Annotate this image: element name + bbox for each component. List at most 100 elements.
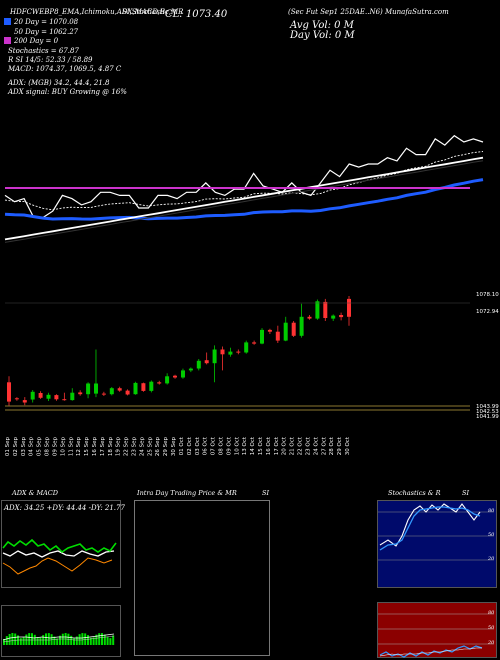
candle-body xyxy=(117,388,122,391)
header-title: HDFCWEBP8_EMA,Ichimoku,ADX,MACD,B xyxy=(10,8,166,16)
x-tick-label: 07 Oct xyxy=(211,436,217,455)
candle-body xyxy=(252,342,257,344)
candle-body xyxy=(94,383,98,394)
x-tick-label: 03 Oct xyxy=(195,436,201,455)
x-tick-label: 22 Oct xyxy=(298,436,304,455)
candle-body xyxy=(125,390,130,395)
candle-body xyxy=(267,329,272,332)
adx-signal: ADX signal: BUY Growing @ 16% xyxy=(8,88,127,96)
candle-body xyxy=(22,400,27,403)
candle-body xyxy=(275,331,280,341)
candle-body xyxy=(46,394,51,399)
ema50-line xyxy=(4,156,484,241)
x-tick-label: 15 Oct xyxy=(258,436,264,455)
ema10-line xyxy=(4,151,484,211)
candle-body xyxy=(220,349,225,355)
x-tick-label: 28 Oct xyxy=(329,436,335,455)
candle-body xyxy=(109,388,114,395)
x-tick-label: 30 Oct xyxy=(345,436,351,455)
x-tick-label: 16 Sep xyxy=(92,437,98,457)
candle-body xyxy=(307,316,312,319)
rsi-tick-80: 80 xyxy=(488,610,495,616)
x-tick-label: 01 Oct xyxy=(179,436,185,455)
price-line xyxy=(4,134,484,218)
candle-body xyxy=(38,393,43,398)
price-level-label: 1072.94 xyxy=(476,309,499,315)
x-tick-label: 01 Sep xyxy=(5,437,11,457)
x-tick-label: 16 Oct xyxy=(266,436,272,455)
candle-body xyxy=(78,392,83,395)
x-tick-label: 10 Sep xyxy=(60,436,66,456)
candle-body xyxy=(204,360,209,364)
header-source: (Sec Fut Sep1 25DAE..N6) MunafaSutra.com xyxy=(288,8,449,16)
x-tick-label: 22 Sep xyxy=(124,436,130,456)
x-tick-label: 29 Sep xyxy=(163,436,169,456)
x-tick-label: 09 Sep xyxy=(52,436,58,456)
x-tick-label: 20 Oct xyxy=(282,436,288,455)
adx-readout: ADX: (MGB) 34.2, 44.4, 21.8 xyxy=(8,79,110,87)
x-tick-label: 24 Oct xyxy=(313,436,319,455)
x-tick-label: 12 Sep xyxy=(76,437,82,457)
x-tick-label: 08 Sep xyxy=(45,436,51,456)
x-tick-label: 15 Sep xyxy=(84,437,90,457)
rsi-tick-50: 50 xyxy=(488,625,495,631)
x-tick-label: 17 Sep xyxy=(100,437,106,457)
x-tick-label: 08 Oct xyxy=(219,436,225,455)
x-tick-label: 23 Sep xyxy=(132,436,138,456)
candle-body xyxy=(54,395,59,400)
candle-body xyxy=(181,370,185,378)
macd-panel xyxy=(1,605,121,657)
candle-body xyxy=(331,315,336,319)
price-level-label: 1041.99 xyxy=(476,414,499,420)
candle-body xyxy=(101,393,106,395)
x-tick-label: 09 Oct xyxy=(226,436,232,455)
candle-body xyxy=(283,322,288,341)
candle-body xyxy=(165,376,170,384)
stochastics-readout: Stochastics = 67.87 xyxy=(8,47,79,55)
candle-body xyxy=(212,349,217,364)
candle-body xyxy=(315,301,320,319)
legend-sma200-swatch xyxy=(4,37,11,44)
candle-body xyxy=(236,351,241,353)
candle-body xyxy=(70,392,75,401)
intraday-panel xyxy=(134,500,270,656)
x-tick-label: 06 Oct xyxy=(203,436,209,455)
candle-body xyxy=(188,368,193,371)
x-tick-label: 18 Sep xyxy=(108,437,114,457)
x-tick-label: 10 Oct xyxy=(234,436,240,455)
close-label: CL: 1073.40 xyxy=(165,9,228,20)
macd-readout: MACD: 1074.37, 1069.5, 4.87 C xyxy=(8,65,122,73)
legend-ema50: 50 Day = 1062.27 xyxy=(14,28,79,36)
x-tick-label: 17 Oct xyxy=(274,436,280,455)
legend-sma200: 200 Day = 0 xyxy=(14,37,59,45)
candle-body xyxy=(244,342,249,353)
x-tick-label: 14 Oct xyxy=(250,436,256,455)
x-tick-label: 23 Oct xyxy=(306,436,312,455)
x-tick-label: 30 Sep xyxy=(171,436,177,456)
price-level-label: 1043.99 xyxy=(476,404,499,410)
x-tick-label: 29 Oct xyxy=(337,436,343,455)
day-volume: Day Vol: 0 M xyxy=(290,30,355,41)
stoch-tick-20: 20 xyxy=(488,556,495,562)
candle-body xyxy=(14,398,19,400)
adx-panel: ADX: 34.25 +DY: 44.44 -DY: 21.77 xyxy=(1,500,125,588)
intraday-panel-title: Intra Day Trading Price & MR xyxy=(137,489,237,497)
stoch-tick-80: 80 xyxy=(488,508,495,514)
x-tick-label: 11 Sep xyxy=(68,437,74,457)
price-level-label: 1042.53 xyxy=(476,409,499,415)
candle-body xyxy=(30,391,35,400)
candle-body xyxy=(299,316,304,336)
candle-body xyxy=(260,329,264,344)
candle-body xyxy=(291,322,296,336)
x-tick-label: 03 Sep xyxy=(21,436,27,456)
intraday-panel-si: SI xyxy=(262,489,270,497)
candle-body xyxy=(133,382,138,395)
ema50-shadow-line xyxy=(4,160,484,243)
price-level-label: 1078.10 xyxy=(476,292,499,298)
x-tick-label: 05 Sep xyxy=(37,436,43,456)
adx-values-label: ADX: 34.25 +DY: 44.44 -DY: 21.77 xyxy=(4,504,125,512)
candle-body xyxy=(228,351,233,355)
candle-body xyxy=(157,382,162,384)
